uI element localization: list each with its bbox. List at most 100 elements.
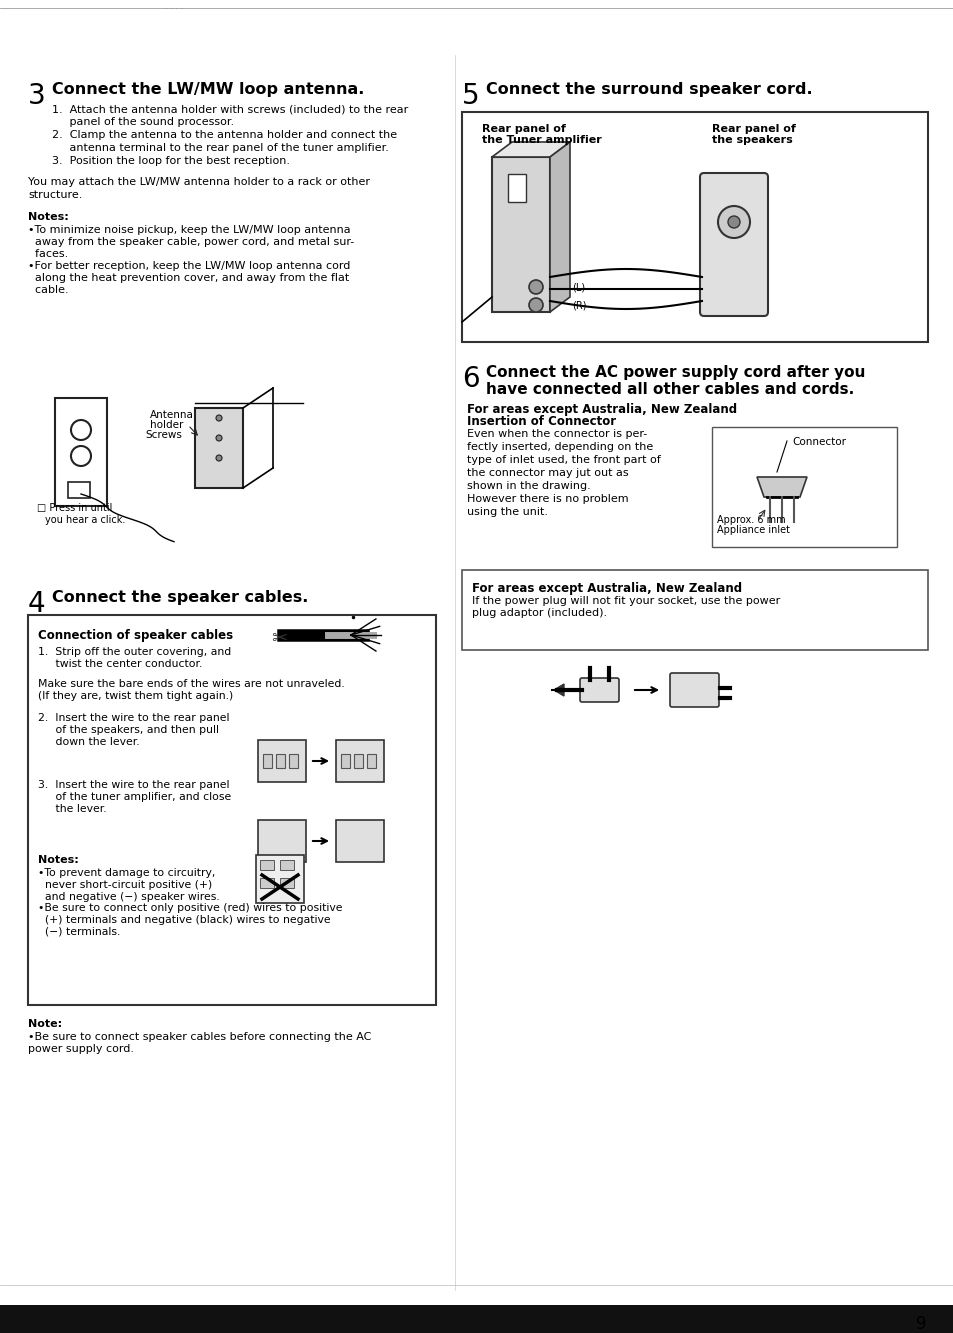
Text: Insertion of Connector: Insertion of Connector [467,415,616,428]
Text: 4: 4 [28,591,46,619]
Bar [280,878,294,888]
Circle shape [529,280,542,295]
Text: Connect the speaker cables.: Connect the speaker cables. [52,591,308,605]
Text: •To minimize noise pickup, keep the LW/MW loop antenna: •To minimize noise pickup, keep the LW/M… [28,225,351,235]
Circle shape [718,207,749,239]
Text: You may attach the LW/MW antenna holder to a rack or other: You may attach the LW/MW antenna holder … [28,177,370,187]
Text: down the lever.: down the lever. [38,737,139,746]
Text: the Tuner amplifier: the Tuner amplifier [481,135,601,145]
Text: •Be sure to connect speaker cables before connecting the AC: •Be sure to connect speaker cables befor… [28,1032,371,1042]
Text: 5: 5 [461,83,479,111]
Bar [335,820,384,862]
Text: (L): (L) [572,283,584,293]
Bar [340,754,350,768]
Text: never short-circuit positive (+): never short-circuit positive (+) [38,880,212,890]
Bar [263,754,272,768]
Text: cable.: cable. [28,285,69,295]
Text: Connection of speaker cables: Connection of speaker cables [38,629,233,643]
Text: power supply cord.: power supply cord. [28,1044,133,1054]
Circle shape [71,420,91,440]
Text: (If they are, twist them tight again.): (If they are, twist them tight again.) [38,690,233,701]
Bar [260,860,274,870]
Bar [275,754,285,768]
Bar [289,754,297,768]
Bar [260,878,274,888]
Bar [367,754,375,768]
Bar [194,408,243,488]
Text: the lever.: the lever. [38,804,107,814]
Bar [461,112,927,343]
Text: For areas except Australia, New Zealand: For areas except Australia, New Zealand [472,583,741,595]
Text: Note:: Note: [28,1018,62,1029]
Text: along the heat prevention cover, and away from the flat: along the heat prevention cover, and awa… [28,273,349,283]
Circle shape [71,447,91,467]
Text: Even when the connector is per-: Even when the connector is per- [467,429,646,439]
Text: □ Press in until: □ Press in until [37,503,112,513]
Text: Connect the AC power supply cord after you: Connect the AC power supply cord after y… [485,365,864,380]
Text: •Be sure to connect only positive (red) wires to positive: •Be sure to connect only positive (red) … [38,902,342,913]
Text: 9: 9 [915,1314,925,1333]
Bar [55,399,107,507]
Circle shape [215,415,222,421]
Text: 1.  Attach the antenna holder with screws (included) to the rear: 1. Attach the antenna holder with screws… [52,104,408,115]
Bar [354,754,363,768]
Text: away from the speaker cable, power cord, and metal sur-: away from the speaker cable, power cord,… [28,237,354,247]
Text: and negative (−) speaker wires.: and negative (−) speaker wires. [38,892,219,902]
Text: Make sure the bare ends of the wires are not unraveled.: Make sure the bare ends of the wires are… [38,678,344,689]
Text: 3.  Insert the wire to the rear panel: 3. Insert the wire to the rear panel [38,780,230,790]
Text: structure.: structure. [28,191,82,200]
Text: Connect the surround speaker cord.: Connect the surround speaker cord. [485,83,812,97]
Text: (R): (R) [572,301,586,311]
Bar [257,740,306,782]
Text: Notes:: Notes: [28,212,69,223]
Text: plug adaptor (included).: plug adaptor (included). [472,608,606,619]
Text: ✂: ✂ [271,629,287,648]
Text: · · · ·: · · · · [165,5,183,15]
Polygon shape [554,684,563,696]
Text: •For better reception, keep the LW/MW loop antenna cord: •For better reception, keep the LW/MW lo… [28,261,350,271]
Text: If the power plug will not fit your socket, use the power: If the power plug will not fit your sock… [472,596,780,607]
Text: of the tuner amplifier, and close: of the tuner amplifier, and close [38,792,231,802]
Text: have connected all other cables and cords.: have connected all other cables and cord… [485,383,853,397]
Circle shape [529,299,542,312]
Text: Connect the LW/MW loop antenna.: Connect the LW/MW loop antenna. [52,83,364,97]
Bar [461,571,927,651]
Text: •To prevent damage to circuitry,: •To prevent damage to circuitry, [38,868,215,878]
Text: the speakers: the speakers [711,135,792,145]
Text: For areas except Australia, New Zealand: For areas except Australia, New Zealand [467,403,737,416]
Bar [711,427,896,547]
Polygon shape [492,143,569,157]
Text: 1.  Strip off the outer covering, and: 1. Strip off the outer covering, and [38,647,231,657]
Bar [0,1305,953,1333]
Bar [492,157,550,312]
FancyBboxPatch shape [700,173,767,316]
Bar [28,615,436,1005]
Bar [68,483,90,499]
Text: (−) terminals.: (−) terminals. [38,926,120,937]
Circle shape [727,216,740,228]
Bar [257,820,306,862]
Text: twist the center conductor.: twist the center conductor. [38,659,202,669]
Text: 3.  Position the loop for the best reception.: 3. Position the loop for the best recept… [52,156,290,167]
Bar [255,854,304,902]
Text: Rear panel of: Rear panel of [711,124,795,135]
Text: Screws: Screws [145,431,182,440]
Text: fectly inserted, depending on the: fectly inserted, depending on the [467,443,653,452]
Text: you hear a click.: you hear a click. [45,515,125,525]
Bar [280,860,294,870]
Circle shape [215,435,222,441]
Text: Connector: Connector [791,437,845,447]
Text: Appliance inlet: Appliance inlet [717,525,789,535]
Text: (+) terminals and negative (black) wires to negative: (+) terminals and negative (black) wires… [38,914,331,925]
FancyBboxPatch shape [579,678,618,702]
Polygon shape [757,477,806,497]
Polygon shape [550,143,569,312]
Text: faces.: faces. [28,249,69,259]
Text: Rear panel of: Rear panel of [481,124,565,135]
Text: holder: holder [150,420,183,431]
Text: shown in the drawing.: shown in the drawing. [467,481,590,491]
Text: 2.  Clamp the antenna to the antenna holder and connect the: 2. Clamp the antenna to the antenna hold… [52,131,396,140]
Text: the connector may jut out as: the connector may jut out as [467,468,628,479]
Text: using the unit.: using the unit. [467,507,547,517]
FancyBboxPatch shape [669,673,719,706]
